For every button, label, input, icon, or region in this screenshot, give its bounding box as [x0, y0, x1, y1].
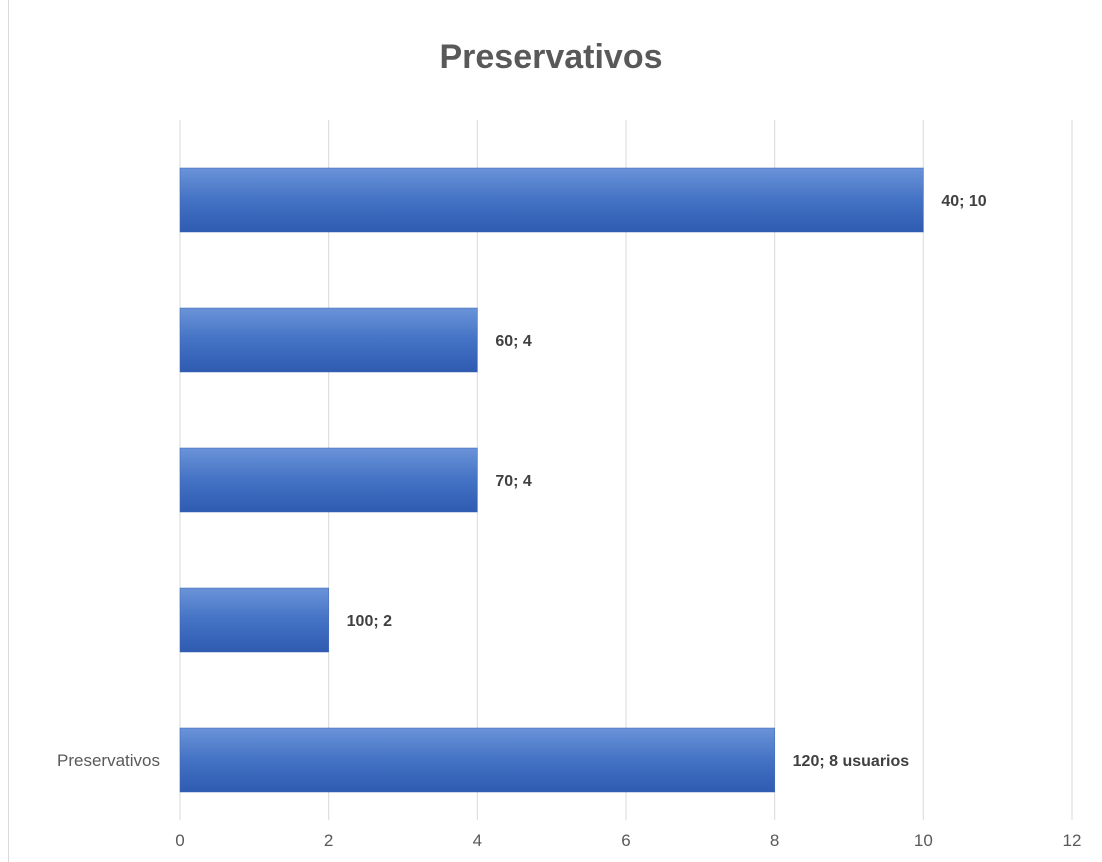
category-label: Preservativos	[57, 751, 160, 770]
data-label: 70; 4	[495, 473, 532, 490]
bar	[179, 307, 478, 373]
x-tick-label: 8	[770, 831, 779, 850]
x-tick-label: 6	[621, 831, 630, 850]
x-tick-label: 2	[324, 831, 333, 850]
data-label: 100; 2	[347, 613, 392, 630]
data-label: 40; 10	[941, 193, 986, 210]
bar	[179, 167, 924, 233]
chart-border	[8, 0, 9, 862]
x-tick-label: 10	[914, 831, 933, 850]
bar	[179, 587, 329, 653]
chart-title: Preservativos	[439, 38, 663, 76]
x-tick-label: 12	[1063, 831, 1082, 850]
bar	[179, 447, 478, 513]
x-tick-label: 4	[473, 831, 482, 850]
data-label: 120; 8 usuarios	[793, 753, 910, 770]
x-tick-label: 0	[175, 831, 184, 850]
bar	[179, 727, 775, 793]
data-label: 60; 4	[495, 333, 532, 350]
